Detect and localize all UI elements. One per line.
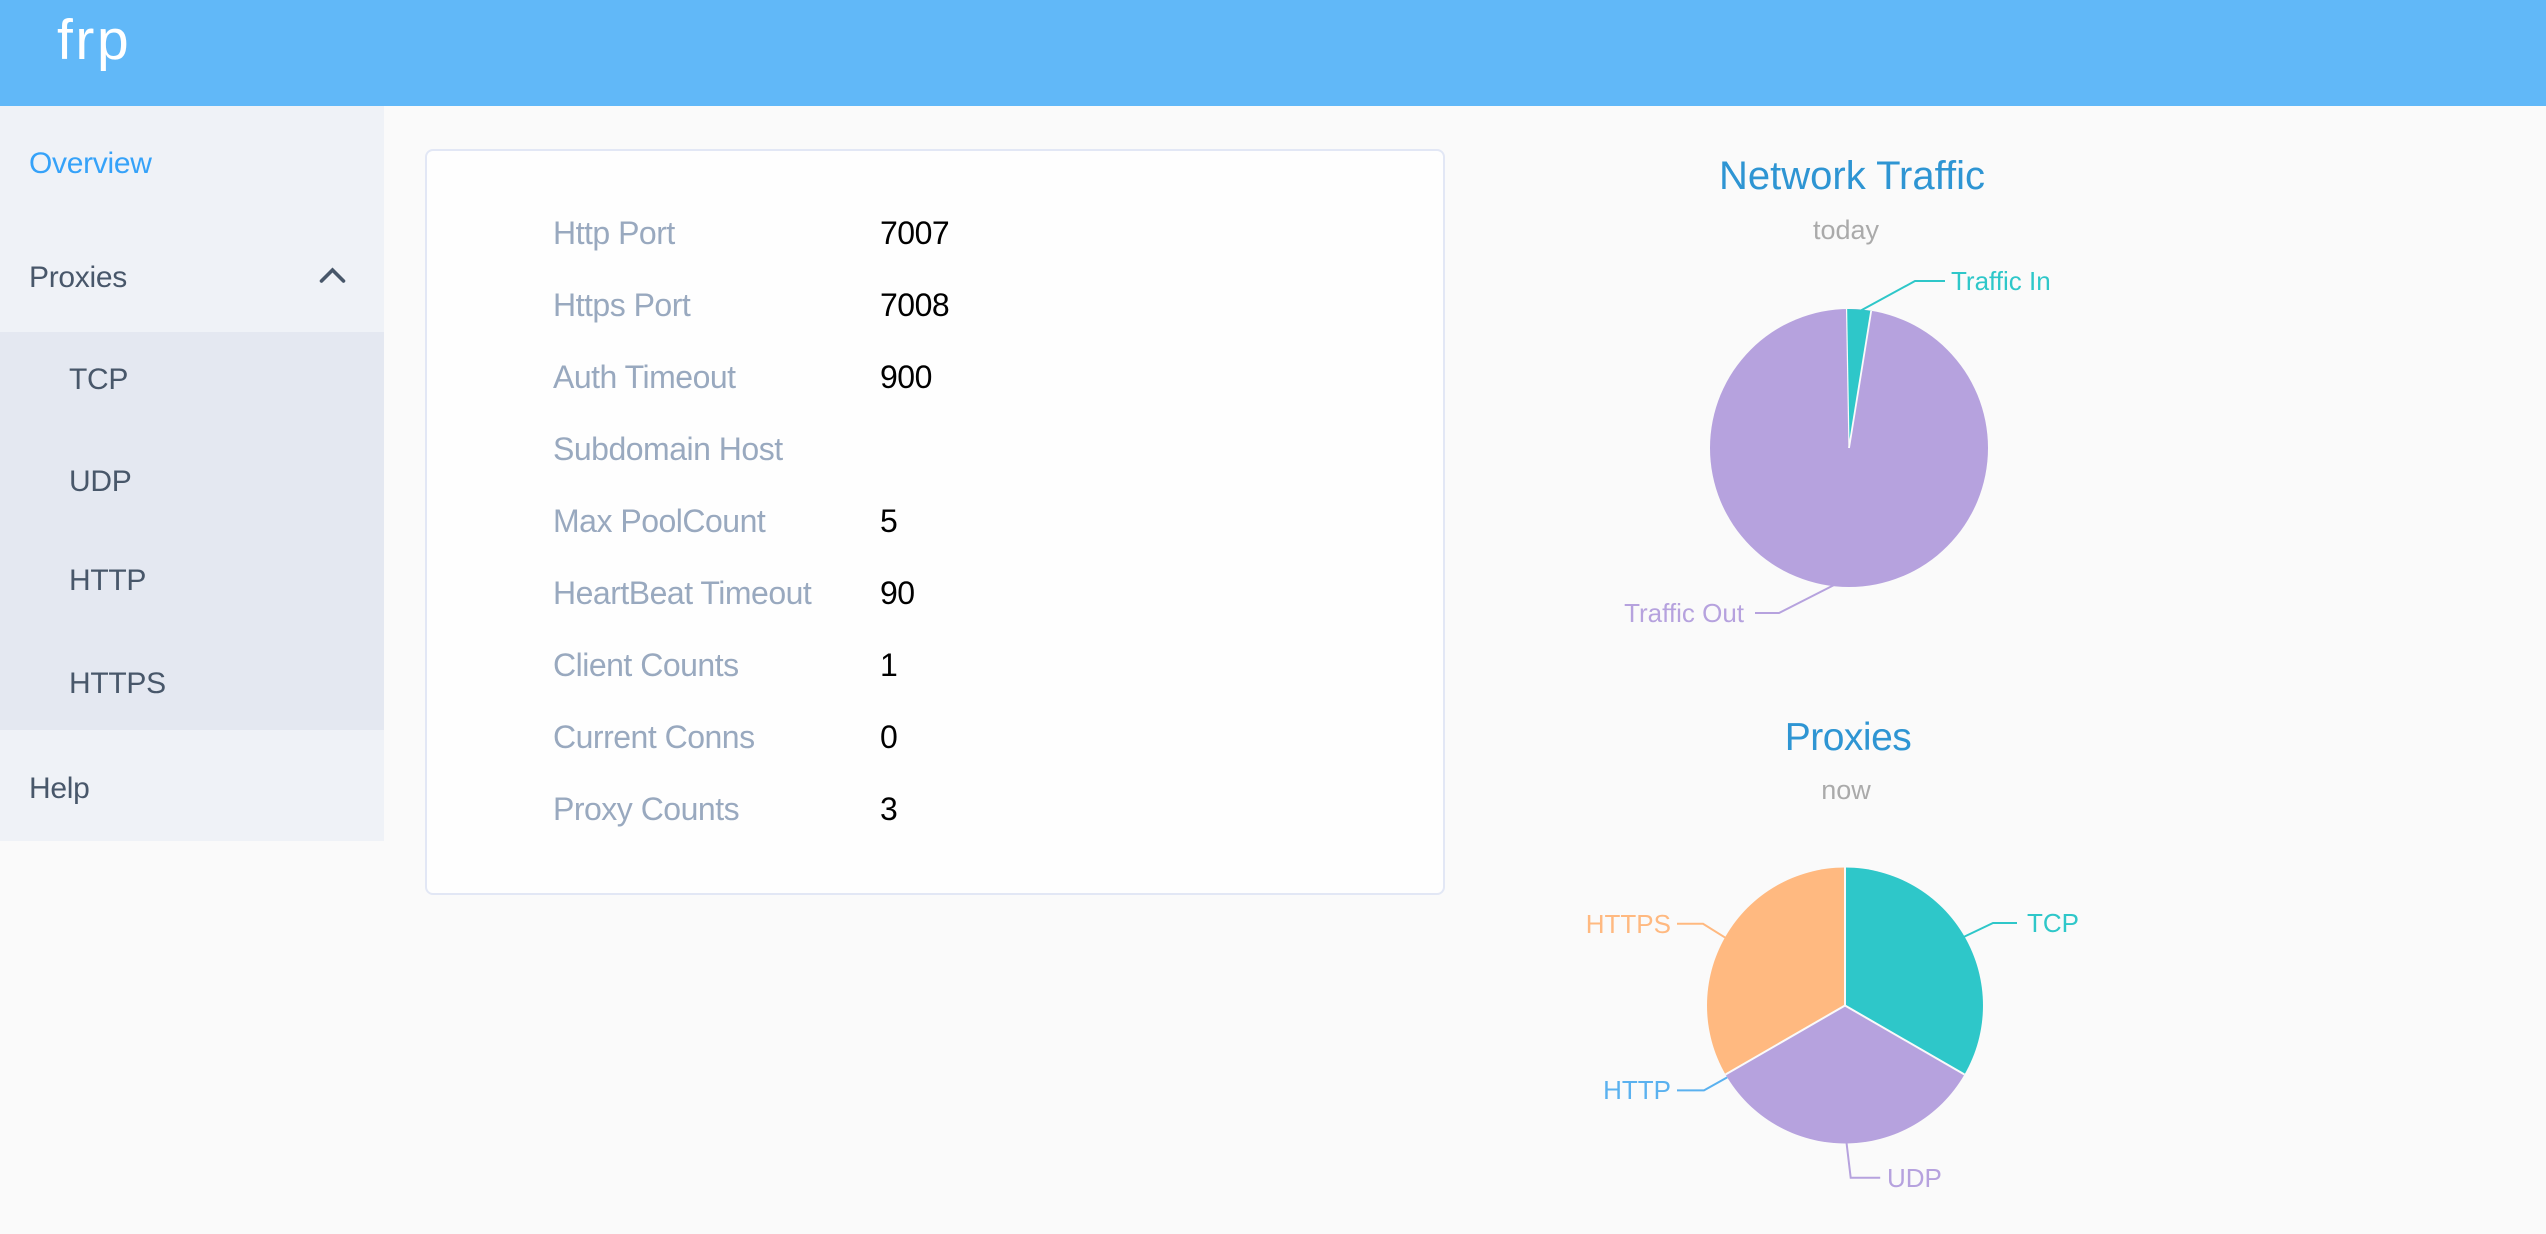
svg-text:Traffic In: Traffic In (1951, 266, 2051, 296)
svg-text:HTTPS: HTTPS (1586, 909, 1671, 939)
svg-text:HTTP: HTTP (1603, 1075, 1671, 1105)
svg-text:UDP: UDP (1887, 1163, 1942, 1193)
svg-text:Proxies: Proxies (1785, 716, 1912, 759)
svg-text:TCP: TCP (2027, 908, 2079, 938)
svg-text:today: today (1813, 215, 1880, 245)
svg-text:now: now (1821, 775, 1871, 805)
svg-text:Traffic Out: Traffic Out (1624, 598, 1745, 628)
svg-text:Network Traffic: Network Traffic (1719, 154, 1985, 198)
